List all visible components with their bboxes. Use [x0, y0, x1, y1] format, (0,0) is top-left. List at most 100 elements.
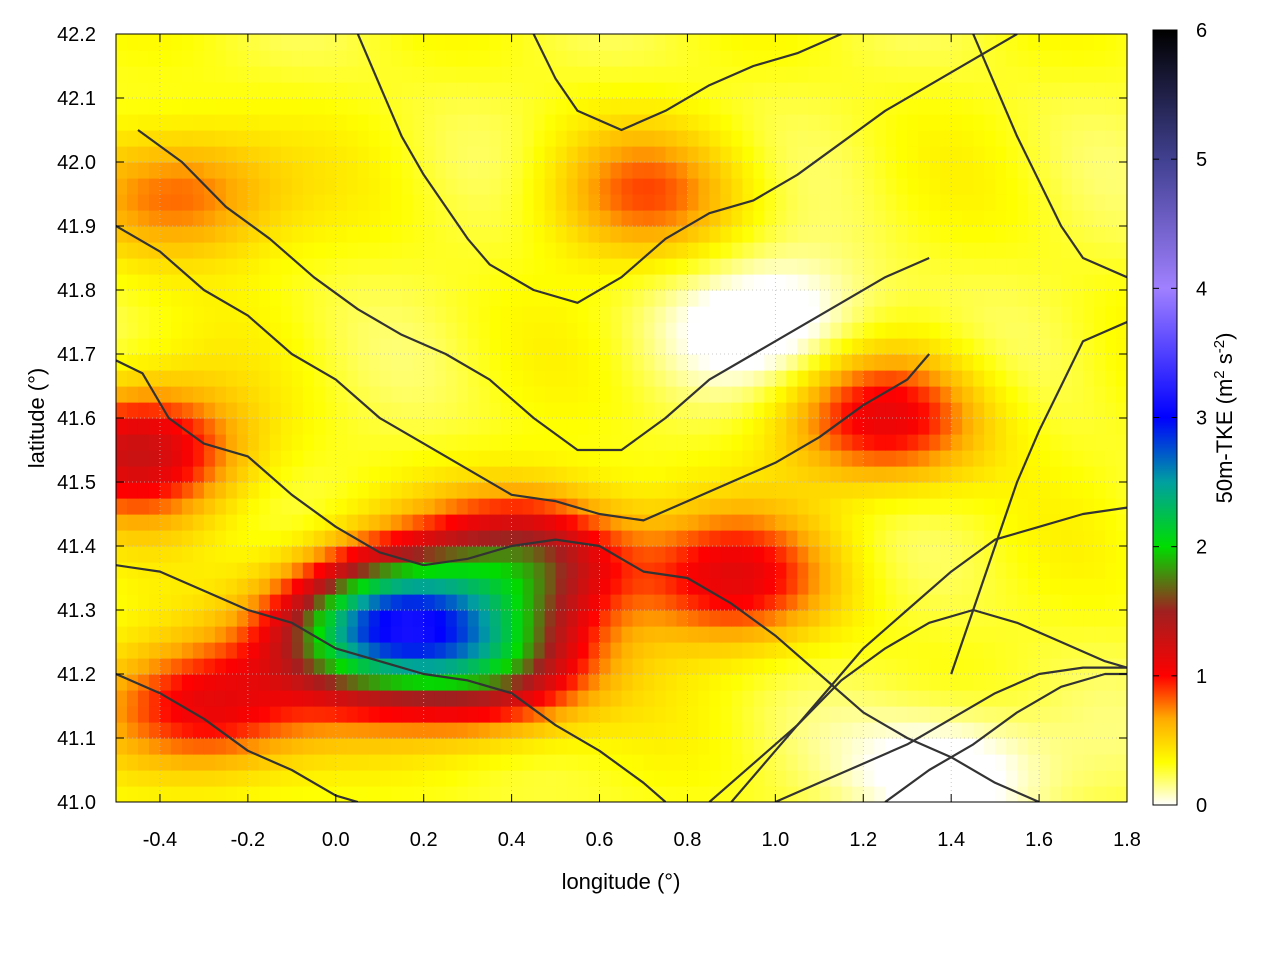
- heatmap-cell: [973, 210, 985, 227]
- heatmap-cell: [808, 562, 820, 579]
- heatmap-cell: [116, 322, 128, 339]
- heatmap-cell: [1006, 242, 1018, 259]
- heatmap-cell: [236, 578, 249, 595]
- heatmap-cell: [973, 274, 985, 291]
- heatmap-cell: [1017, 146, 1029, 163]
- heatmap-cell: [896, 466, 908, 483]
- heatmap-cell: [544, 450, 557, 467]
- heatmap-cell: [731, 386, 743, 403]
- heatmap-cell: [434, 210, 447, 227]
- heatmap-cell: [1061, 370, 1073, 387]
- heatmap-cell: [1050, 690, 1062, 707]
- heatmap-cell: [808, 178, 820, 195]
- heatmap-cell: [324, 770, 337, 787]
- heatmap-cell: [654, 434, 667, 451]
- heatmap-cell: [995, 418, 1007, 435]
- heatmap-cell: [423, 418, 436, 435]
- heatmap-cell: [577, 706, 590, 723]
- heatmap-cell: [522, 530, 535, 547]
- y-axis-label: latitude (°): [24, 368, 49, 469]
- heatmap-cell: [720, 754, 732, 771]
- heatmap-cell: [940, 242, 952, 259]
- heatmap-cell: [951, 66, 963, 83]
- heatmap-cell: [159, 210, 172, 227]
- heatmap-cell: [335, 386, 348, 403]
- heatmap-cell: [698, 338, 711, 355]
- heatmap-cell: [1105, 546, 1117, 563]
- heatmap-cell: [1072, 546, 1084, 563]
- heatmap-cell: [533, 98, 546, 115]
- heatmap-cell: [1039, 178, 1051, 195]
- heatmap-cell: [247, 578, 260, 595]
- heatmap-cell: [280, 34, 293, 51]
- heatmap-cell: [940, 754, 952, 771]
- heatmap-cell: [764, 242, 776, 259]
- heatmap-cell: [907, 418, 919, 435]
- heatmap-cell: [720, 258, 732, 275]
- heatmap-cell: [709, 434, 721, 451]
- heatmap-cell: [819, 530, 831, 547]
- heatmap-cell: [1105, 322, 1117, 339]
- heatmap-cell: [984, 658, 996, 675]
- heatmap-cell: [302, 274, 315, 291]
- heatmap-cell: [775, 770, 787, 787]
- heatmap-cell: [522, 770, 535, 787]
- heatmap-cell: [478, 162, 491, 179]
- heatmap-cell: [423, 402, 436, 419]
- heatmap-cell: [1050, 178, 1062, 195]
- heatmap-cell: [302, 738, 315, 755]
- heatmap-cell: [709, 226, 721, 243]
- heatmap-cell: [1105, 34, 1117, 51]
- heatmap-cell: [610, 322, 623, 339]
- heatmap-cell: [764, 386, 776, 403]
- heatmap-cell: [731, 658, 743, 675]
- heatmap-cell: [577, 562, 590, 579]
- heatmap-cell: [269, 338, 282, 355]
- heatmap-cell: [291, 178, 304, 195]
- heatmap-cell: [709, 594, 721, 611]
- heatmap-cell: [599, 354, 612, 371]
- heatmap-cell: [368, 674, 381, 691]
- heatmap-cell: [940, 530, 952, 547]
- heatmap-cell: [896, 786, 908, 802]
- heatmap-cell: [610, 194, 623, 211]
- heatmap-cell: [368, 594, 381, 611]
- heatmap-cell: [489, 770, 502, 787]
- heatmap-cell: [1094, 610, 1106, 627]
- heatmap-cell: [852, 674, 864, 691]
- heatmap-cell: [214, 546, 227, 563]
- heatmap-cell: [874, 242, 886, 259]
- heatmap-cell: [1116, 242, 1127, 259]
- heatmap-cell: [1083, 338, 1095, 355]
- heatmap-cell: [819, 210, 831, 227]
- heatmap-cell: [588, 370, 601, 387]
- heatmap-cell: [302, 690, 315, 707]
- heatmap-cell: [654, 466, 667, 483]
- heatmap-cell: [522, 674, 535, 691]
- heatmap-cell: [445, 658, 458, 675]
- heatmap-cell: [566, 546, 579, 563]
- heatmap-cell: [863, 402, 875, 419]
- heatmap-cell: [489, 34, 502, 51]
- heatmap-cell: [643, 242, 656, 259]
- heatmap-cell: [445, 722, 458, 739]
- heatmap-cell: [203, 626, 216, 643]
- heatmap-cell: [786, 162, 798, 179]
- heatmap-cell: [632, 338, 645, 355]
- heatmap-cell: [236, 610, 249, 627]
- heatmap-cell: [775, 610, 787, 627]
- heatmap-cell: [225, 178, 238, 195]
- heatmap-cell: [984, 322, 996, 339]
- heatmap-cell: [885, 114, 897, 131]
- heatmap-cell: [390, 34, 403, 51]
- heatmap-cell: [742, 626, 754, 643]
- heatmap-cell: [1017, 306, 1029, 323]
- heatmap-cell: [995, 578, 1007, 595]
- heatmap-cell: [368, 450, 381, 467]
- heatmap-cell: [434, 626, 447, 643]
- heatmap-cell: [1017, 674, 1029, 691]
- heatmap-cell: [731, 258, 743, 275]
- heatmap-cell: [599, 50, 612, 67]
- heatmap-cell: [225, 498, 238, 515]
- heatmap-cell: [1017, 418, 1029, 435]
